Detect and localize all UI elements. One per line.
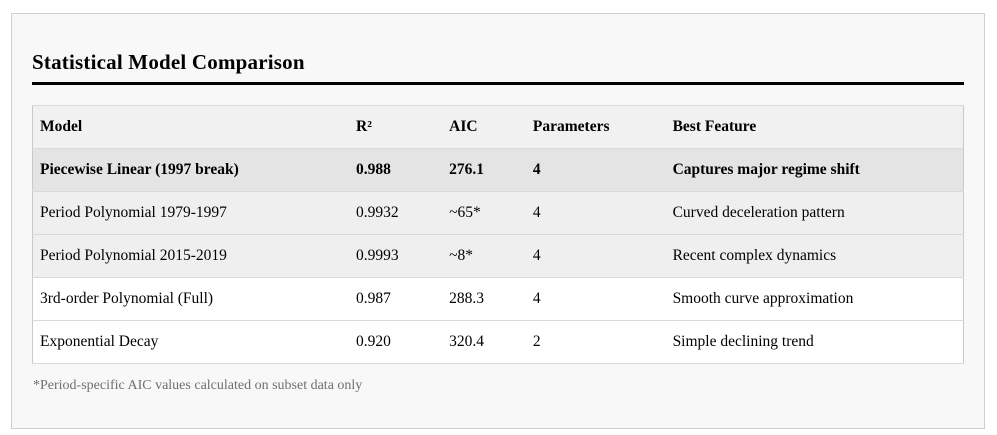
cell-aic: ~8* — [442, 234, 526, 278]
cell-r2: 0.9932 — [349, 191, 443, 235]
cell-aic: 276.1 — [442, 148, 526, 192]
table-header-row: Model R² AIC Parameters Best Feature — [32, 105, 964, 149]
table-row: 3rd-order Polynomial (Full) 0.987 288.3 4 Sm… — [32, 277, 964, 321]
column-header-aic: AIC — [442, 105, 526, 149]
cell-parameters: 2 — [525, 320, 666, 364]
cell-model: Exponential Decay — [32, 320, 350, 364]
table-row: Period Polynomial 1979-1997 0.9932 ~65* 4 Cu… — [32, 191, 964, 235]
table-row: Period Polynomial 2015-2019 0.9993 ~8* 4 Rec… — [32, 234, 964, 278]
cell-aic: ~65* — [442, 191, 526, 235]
cell-r2: 0.988 — [349, 148, 443, 192]
page-title: Statistical Model Comparison — [32, 50, 964, 85]
cell-best_feature: Recent complex dynamics — [665, 234, 964, 278]
cell-r2: 0.9993 — [349, 234, 443, 278]
model-comparison-card: Statistical Model Comparison Model R² AIC P… — [11, 13, 985, 429]
cell-parameters: 4 — [525, 191, 666, 235]
table-header: Model R² AIC Parameters Best Feature — [32, 105, 964, 149]
cell-aic: 320.4 — [442, 320, 526, 364]
table-footnote: *Period-specific AIC values calculated o… — [33, 378, 363, 393]
column-header-parameters: Parameters — [525, 105, 666, 149]
cell-best_feature: Curved deceleration pattern — [665, 191, 964, 235]
cell-parameters: 4 — [525, 148, 666, 192]
table-body: Piecewise Linear (1997 break) 0.988 276.1 4… — [32, 148, 964, 364]
cell-model: 3rd-order Polynomial (Full) — [32, 277, 350, 321]
column-header-best_feature: Best Feature — [665, 105, 964, 149]
cell-aic: 288.3 — [442, 277, 526, 321]
cell-r2: 0.920 — [349, 320, 443, 364]
cell-parameters: 4 — [525, 234, 666, 278]
cell-best_feature: Simple declining trend — [665, 320, 964, 364]
cell-model: Period Polynomial 2015-2019 — [32, 234, 350, 278]
model-comparison-table: Model R² AIC Parameters Best Feature Piecewi… — [32, 105, 964, 364]
cell-model: Period Polynomial 1979-1997 — [32, 191, 350, 235]
cell-best_feature: Smooth curve approximation — [665, 277, 964, 321]
cell-model: Piecewise Linear (1997 break) — [32, 148, 350, 192]
column-header-model: Model — [32, 105, 350, 149]
cell-best_feature: Captures major regime shift — [665, 148, 964, 192]
table-row: Exponential Decay 0.920 320.4 2 Simple decli… — [32, 320, 964, 364]
cell-r2: 0.987 — [349, 277, 443, 321]
column-header-r2: R² — [349, 105, 443, 149]
table-row: Piecewise Linear (1997 break) 0.988 276.1 4… — [32, 148, 964, 192]
cell-parameters: 4 — [525, 277, 666, 321]
